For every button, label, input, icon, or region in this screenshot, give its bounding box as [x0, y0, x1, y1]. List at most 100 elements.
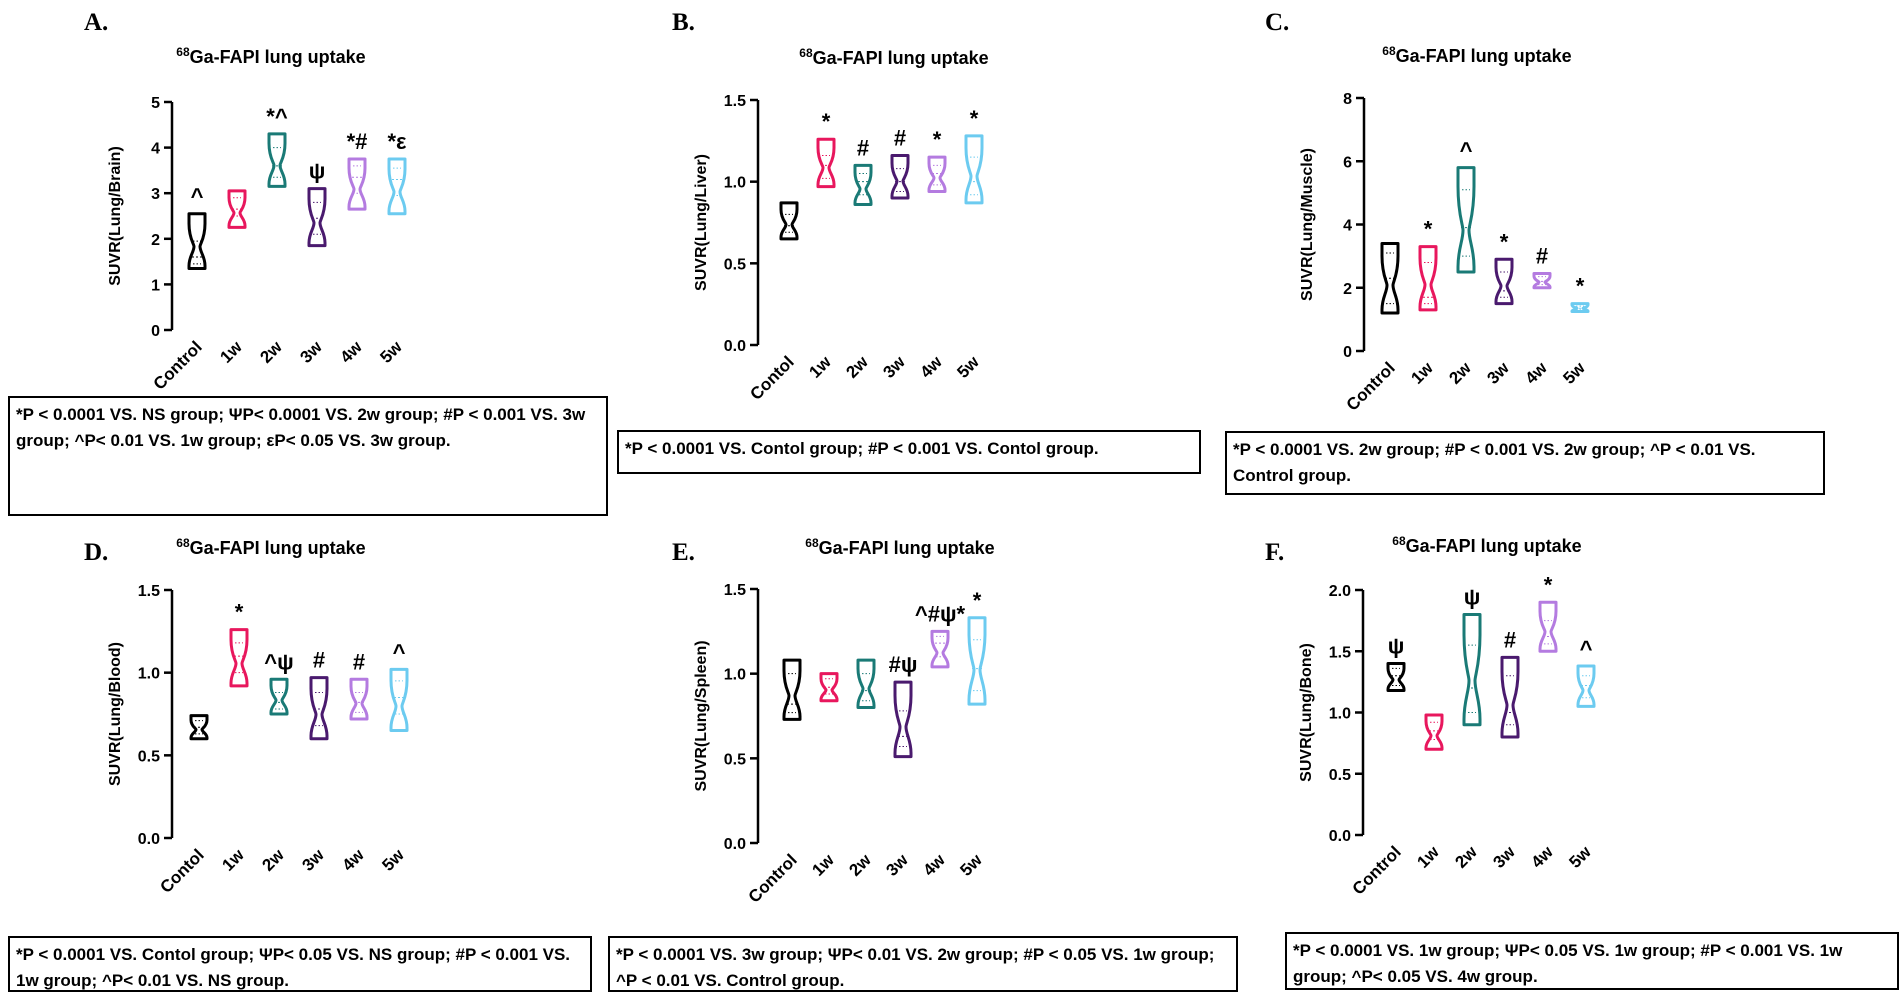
footnote-d: *P < 0.0001 VS. Contol group; ΨP< 0.05 V… — [8, 936, 592, 992]
x-tick-label: 5w — [1565, 842, 1595, 872]
x-tick-label: Control — [150, 337, 206, 393]
title-text: Ga-FAPI lung uptake — [813, 48, 989, 68]
y-tick-label: 3 — [151, 186, 160, 203]
significance-label: * — [235, 600, 244, 625]
significance-label: * — [1544, 572, 1553, 597]
x-tick-label: 4w — [1521, 358, 1551, 388]
title-superscript: 68 — [176, 536, 190, 550]
significance-label: # — [353, 649, 365, 674]
y-tick-label: 0.5 — [724, 256, 746, 273]
y-tick-label: 1.0 — [1329, 706, 1351, 723]
x-tick-label: Contol — [746, 352, 797, 403]
significance-label: #ψ — [889, 652, 918, 677]
violin-3w — [1494, 257, 1514, 306]
significance-label: # — [857, 135, 869, 160]
violin-1w — [1424, 713, 1444, 751]
y-tick-label: 0.0 — [1329, 828, 1351, 845]
violin-4w — [930, 629, 950, 669]
violin-3w — [890, 154, 910, 200]
x-tick-label: 1w — [218, 845, 248, 875]
violin-4w — [1532, 272, 1552, 290]
y-tick-label: 1.5 — [1329, 644, 1351, 661]
violin-5w — [967, 616, 987, 706]
violin-5w — [387, 157, 407, 216]
x-tick-label: 5w — [1559, 358, 1589, 388]
significance-label: # — [313, 648, 325, 673]
y-tick-label: 0.0 — [724, 836, 746, 853]
y-tick-label: 8 — [1343, 91, 1352, 108]
significance-label: * — [973, 588, 982, 613]
chart-title: 68Ga-FAPI lung uptake — [1382, 44, 1571, 66]
title-superscript: 68 — [1392, 534, 1406, 548]
y-axis-label: SUVR(Lung/Blood) — [107, 642, 124, 786]
x-tick-label: 4w — [338, 845, 368, 875]
footnote-b: *P < 0.0001 VS. Contol group; #P < 0.001… — [617, 430, 1201, 474]
violin-Control — [187, 212, 207, 270]
chart-title: 68Ga-FAPI lung uptake — [799, 46, 988, 68]
panel-label: D. — [84, 539, 108, 566]
x-tick-label: 1w — [805, 352, 835, 382]
title-text: Ga-FAPI lung uptake — [819, 538, 995, 558]
y-tick-label: 0.0 — [138, 831, 160, 848]
y-tick-label: 1.0 — [724, 667, 746, 684]
violin-2w — [853, 163, 873, 207]
y-tick-label: 1.5 — [724, 582, 746, 599]
violin-3w — [309, 676, 329, 741]
significance-label: * — [933, 127, 942, 152]
x-tick-label: Control — [1343, 358, 1399, 414]
violin-Control — [782, 658, 802, 721]
panel-label: A. — [84, 9, 108, 36]
title-superscript: 68 — [1382, 44, 1396, 58]
x-tick-label: 3w — [879, 352, 909, 382]
y-tick-label: 4 — [151, 141, 160, 158]
violin-4w — [927, 155, 947, 193]
x-tick-label: 5w — [378, 845, 408, 875]
panel-f: F. 68Ga-FAPI lung uptake 0.0 0.5 1.0 1.5 2.0 SU… — [1265, 534, 1596, 899]
significance-label: ^ — [1460, 138, 1473, 163]
significance-label: * — [1576, 274, 1585, 299]
significance-label: * — [970, 106, 979, 131]
violin-4w — [1538, 600, 1558, 653]
x-tick-label: 4w — [1527, 842, 1557, 872]
title-superscript: 68 — [805, 536, 819, 550]
y-tick-label: 1.5 — [724, 93, 746, 110]
violin-4w — [349, 677, 369, 721]
significance-label: * — [1500, 229, 1509, 254]
significance-label: ψ — [309, 159, 326, 184]
panel-b: B. 68Ga-FAPI lung uptake 0.0 0.5 1.0 1.5 SUVR(… — [672, 9, 989, 404]
chart-title: 68Ga-FAPI lung uptake — [176, 536, 365, 558]
x-tick-label: 3w — [298, 845, 328, 875]
x-tick-label: 3w — [882, 850, 912, 880]
y-tick-label: 5 — [151, 95, 160, 112]
significance-label: *ε — [387, 129, 407, 154]
y-axis-label: SUVR(Lung/Bone) — [1298, 643, 1315, 782]
panel-e: E. 68Ga-FAPI lung uptake 0.0 0.5 1.0 1.5 SUVR(… — [672, 536, 995, 907]
panel-label: E. — [672, 539, 695, 566]
violin-3w — [307, 187, 327, 248]
y-tick-label: 1.5 — [138, 583, 160, 600]
panel-c: C.68Ga-FAPI lung uptake02468SUVR(Lung/Mu… — [1265, 9, 1590, 415]
violin-Control — [1386, 662, 1406, 692]
y-axis-label: SUVR(Lung/Spleen) — [693, 640, 710, 791]
x-tick-label: 5w — [956, 850, 986, 880]
violin-4w — [347, 157, 367, 211]
violin-5w — [1576, 664, 1596, 708]
significance-label: * — [822, 109, 831, 134]
title-superscript: 68 — [799, 46, 813, 60]
x-tick-label: 5w — [376, 337, 406, 367]
significance-label: # — [1504, 627, 1516, 652]
y-axis-label: SUVR(Lung/Muscle) — [1299, 148, 1316, 301]
x-tick-label: 1w — [1413, 842, 1443, 872]
violin-1w — [816, 137, 836, 189]
title-text: Ga-FAPI lung uptake — [190, 538, 366, 558]
significance-label: # — [1536, 244, 1548, 269]
violin-2w — [856, 658, 876, 710]
x-tick-label: Contol — [156, 845, 207, 896]
significance-label: ψ — [1464, 585, 1481, 610]
title-text: Ga-FAPI lung uptake — [190, 47, 366, 67]
x-tick-label: 2w — [256, 337, 286, 367]
violin-5w — [1570, 302, 1590, 313]
x-tick-label: Control — [1349, 842, 1405, 898]
panel-label: C. — [1265, 9, 1289, 36]
panel-a: A. 68Ga-FAPI lung uptake 0 1 2 3 4 5 SUVR(Lung/B… — [84, 9, 407, 394]
